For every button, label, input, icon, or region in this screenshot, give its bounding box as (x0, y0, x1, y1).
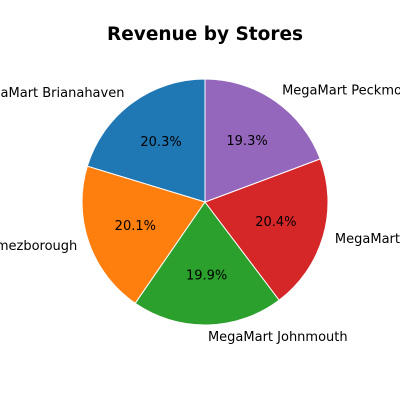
percent-label-megamart-peckmouth: 19.3% (226, 134, 267, 149)
percent-label-megamart-brianahaven: 20.3% (140, 135, 181, 150)
category-label-megamart-gomezborough: MegaMart Gomezborough (0, 239, 77, 254)
pie-slice-megamart-martinezberg (204, 158, 329, 301)
category-labels: MegaMart Brianahaven MegaMart Gomezboroug… (0, 83, 400, 344)
category-label-megamart-peckmouth: MegaMart Peckmouth (282, 83, 400, 98)
percent-labels: 20.3% 20.1% 19.9% 20.4% 19.3% (115, 134, 297, 283)
percent-label-megamart-johnmouth: 19.9% (186, 268, 227, 283)
chart-title: Revenue by Stores (107, 24, 303, 45)
category-label-megamart-martinezberg: MegaMart Martinezberg (335, 232, 400, 247)
pie-slice-megamart-johnmouth (134, 201, 280, 326)
pie-slice-megamart-peckmouth (204, 78, 321, 203)
pie-slice-megamart-brianahaven (86, 78, 206, 203)
category-label-megamart-brianahaven: MegaMart Brianahaven (0, 86, 124, 101)
percent-label-megamart-martinezberg: 20.4% (255, 215, 296, 230)
pie-slices (81, 78, 329, 326)
pie-slice-megamart-gomezborough (81, 165, 206, 304)
percent-label-megamart-gomezborough: 20.1% (115, 219, 156, 234)
category-label-megamart-johnmouth: MegaMart Johnmouth (208, 330, 348, 345)
